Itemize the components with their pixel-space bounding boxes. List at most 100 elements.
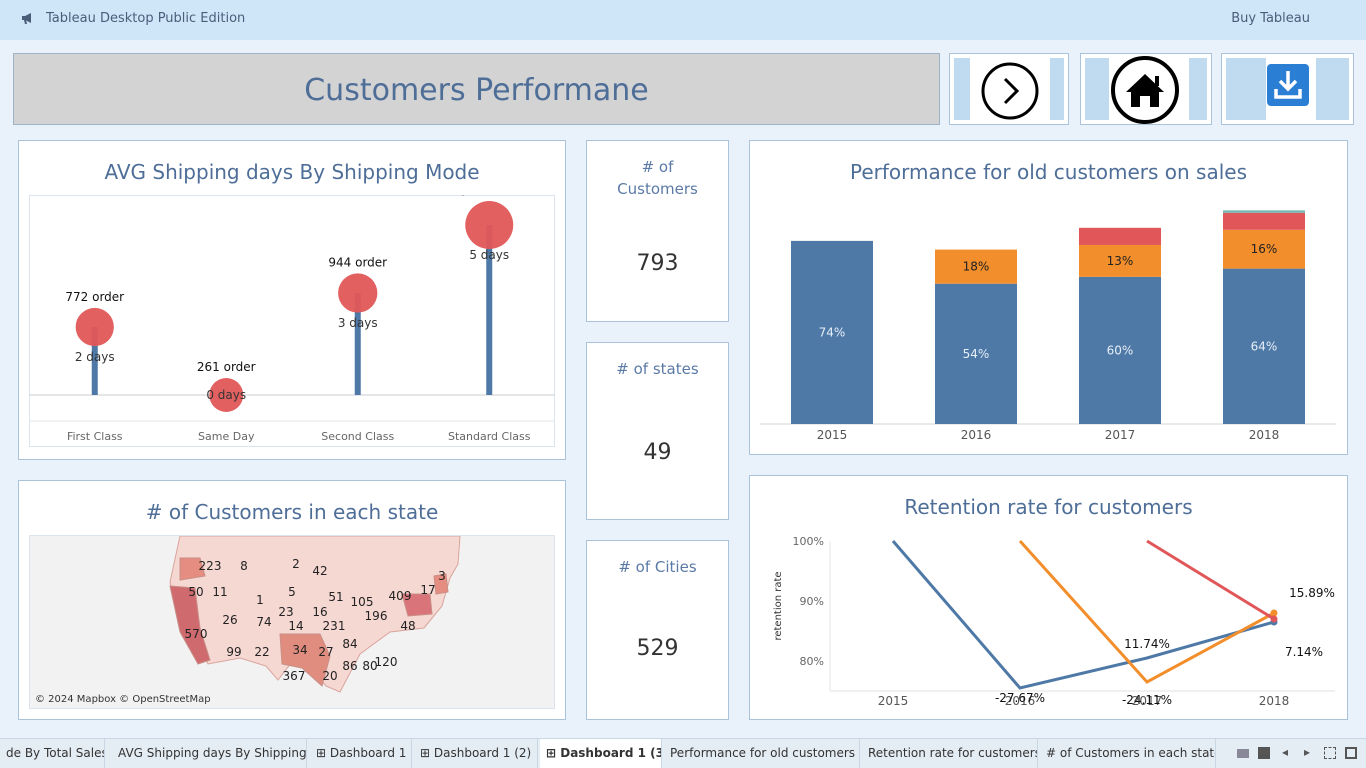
state-count-label: 20 <box>322 669 337 683</box>
grid-view-icon[interactable] <box>1237 749 1249 758</box>
lollipop-dot <box>209 378 244 412</box>
megaphone-icon <box>20 10 36 30</box>
buy-tableau-link[interactable]: Buy Tableau <box>1231 11 1310 26</box>
old-customers-panel: Performance for old customers on sales 7… <box>749 140 1348 455</box>
sheet-tab-label: Performance for old customers ... <box>670 746 860 760</box>
state-count-label: 5 <box>288 585 296 599</box>
kpi-customers-title: # of Customers <box>617 158 698 198</box>
state-count-label: 223 <box>199 559 222 573</box>
state-count-label: 50 <box>188 585 203 599</box>
next-button[interactable] <box>949 53 1069 125</box>
shipping-chart: 772 order 2 days First Class 261 order 0 day… <box>29 195 555 447</box>
state-count-label: 3 <box>438 569 446 583</box>
share-icon[interactable] <box>1345 747 1357 759</box>
prev-tab-icon[interactable]: ◂ <box>1282 745 1289 759</box>
sheet-tab[interactable]: ⊞ Dashboard 1 (2) <box>414 739 538 768</box>
bar-segment <box>1223 229 1305 269</box>
plot-frame <box>29 195 555 447</box>
x-tick-label: Second Class <box>321 430 394 443</box>
x-tick-label: 2018 <box>1259 694 1290 708</box>
state-count-label: 105 <box>351 595 374 609</box>
sheet-tabs: de By Total Sales AVG Shipping days By Sh… <box>0 738 1366 768</box>
bar-segment <box>1223 210 1305 213</box>
state-count-label: 22 <box>254 645 269 659</box>
order-label: 261 order <box>197 360 256 374</box>
kpi-customers-value: 793 <box>636 251 679 276</box>
y-tick-label: 100% <box>793 535 824 548</box>
state-count-label: 570 <box>185 627 208 641</box>
bar-segment <box>935 249 1017 284</box>
order-label: 772 order <box>65 290 124 304</box>
series-point <box>1270 615 1278 623</box>
state-count-label: 80 <box>362 659 377 673</box>
sheet-tab[interactable]: Performance for old customers ... <box>664 739 860 768</box>
y-axis-title: retention rate <box>773 571 784 640</box>
sheet-tab[interactable]: ⊞ Dashboard 1 (3) <box>540 739 662 768</box>
bar-data-label: 60% <box>1107 343 1134 357</box>
home-button[interactable] <box>1080 53 1212 125</box>
state-ca <box>169 585 211 665</box>
bar-segment <box>791 240 873 424</box>
sheet-tab-label: # of Customers in each state <box>1046 746 1216 760</box>
retention-annotation: 15.89% <box>1289 586 1335 600</box>
sheet-tab[interactable]: # of Customers in each state <box>1040 739 1216 768</box>
x-tick-label: 2015 <box>878 694 909 708</box>
x-tick-label: 2015 <box>817 428 848 442</box>
bar-data-label: 13% <box>1107 254 1134 268</box>
bar-data-label: 64% <box>1251 339 1278 353</box>
shipping-title: AVG Shipping days By Shipping Mode <box>104 160 480 184</box>
sheet-tab[interactable]: ⊞ Dashboard 1 <box>310 739 412 768</box>
retention-annotation: -24.11% <box>1122 693 1172 707</box>
x-tick-label: 2018 <box>1249 428 1280 442</box>
state-count-label: 34 <box>292 643 307 657</box>
bar-data-label: 16% <box>1251 242 1278 256</box>
kpi-states: # of states 49 <box>586 342 729 520</box>
sheet-tab-label: Dashboard 1 <box>329 746 407 760</box>
retention-panel: Retention rate for customers 100% 90% 80% r… <box>749 475 1348 720</box>
x-tick-label: 2017 <box>1105 428 1136 442</box>
map-area[interactable]: 223 8 2 42 3 50 11 1 5 51 105 409 17 23 16 26 74 14 231 196… <box>29 535 555 709</box>
x-tick-label: Standard Class <box>448 430 531 443</box>
state-count-label: 48 <box>400 619 415 633</box>
sheet-tab-label: Dashboard 1 (2) <box>433 746 532 760</box>
state-ma <box>433 573 449 595</box>
dashboard-header: Customers Performane <box>13 53 940 125</box>
state-count-label: 231 <box>323 619 346 633</box>
state-count-label: 84 <box>342 637 357 651</box>
state-count-label: 23 <box>278 605 293 619</box>
download-button[interactable] <box>1221 53 1354 125</box>
bar-data-label: 74% <box>819 325 846 339</box>
state-ny <box>401 593 433 617</box>
top-bar: Tableau Desktop Public Edition Buy Table… <box>0 0 1366 40</box>
filmstrip-icon[interactable] <box>1258 747 1270 759</box>
next-tab-icon[interactable]: ▸ <box>1304 745 1311 759</box>
state-tx <box>279 633 331 687</box>
retention-annotation: 11.74% <box>1124 637 1170 651</box>
days-label: 0 days <box>206 388 246 402</box>
shipping-panel: AVG Shipping days By Shipping Mode 772 o… <box>18 140 566 460</box>
x-tick-label: 2016 <box>1005 694 1036 708</box>
sheet-tab-label: AVG Shipping days By Shipping ... <box>118 746 307 760</box>
kpi-customers: # of Customers 793 <box>586 140 729 322</box>
sheet-tab[interactable]: Retention rate for customers <box>862 739 1038 768</box>
state-count-label: 17 <box>420 583 435 597</box>
state-count-label: 26 <box>222 613 237 627</box>
state-count-label: 51 <box>328 590 343 604</box>
series-point <box>1270 609 1278 617</box>
state-count-label: 196 <box>365 609 388 623</box>
old-customers-title: Performance for old customers on sales <box>850 160 1247 184</box>
app-title: Tableau Desktop Public Edition <box>46 11 246 26</box>
retention-annotation: -27.67% <box>995 691 1045 705</box>
bar-segment <box>1223 268 1305 424</box>
grid-icon: ⊞ <box>546 746 561 760</box>
sheet-tab[interactable]: AVG Shipping days By Shipping ... <box>112 739 307 768</box>
lollipop-stem <box>91 327 98 395</box>
fullscreen-icon[interactable] <box>1324 747 1336 759</box>
lollipop-dot <box>465 201 514 249</box>
state-wa <box>179 557 206 581</box>
retention-annotation: 7.14% <box>1285 645 1323 659</box>
state-count-label: 1 <box>256 593 264 607</box>
sheet-tab[interactable]: de By Total Sales <box>0 739 105 768</box>
download-icon <box>1267 64 1309 110</box>
x-tick-label: 2017 <box>1132 694 1163 708</box>
